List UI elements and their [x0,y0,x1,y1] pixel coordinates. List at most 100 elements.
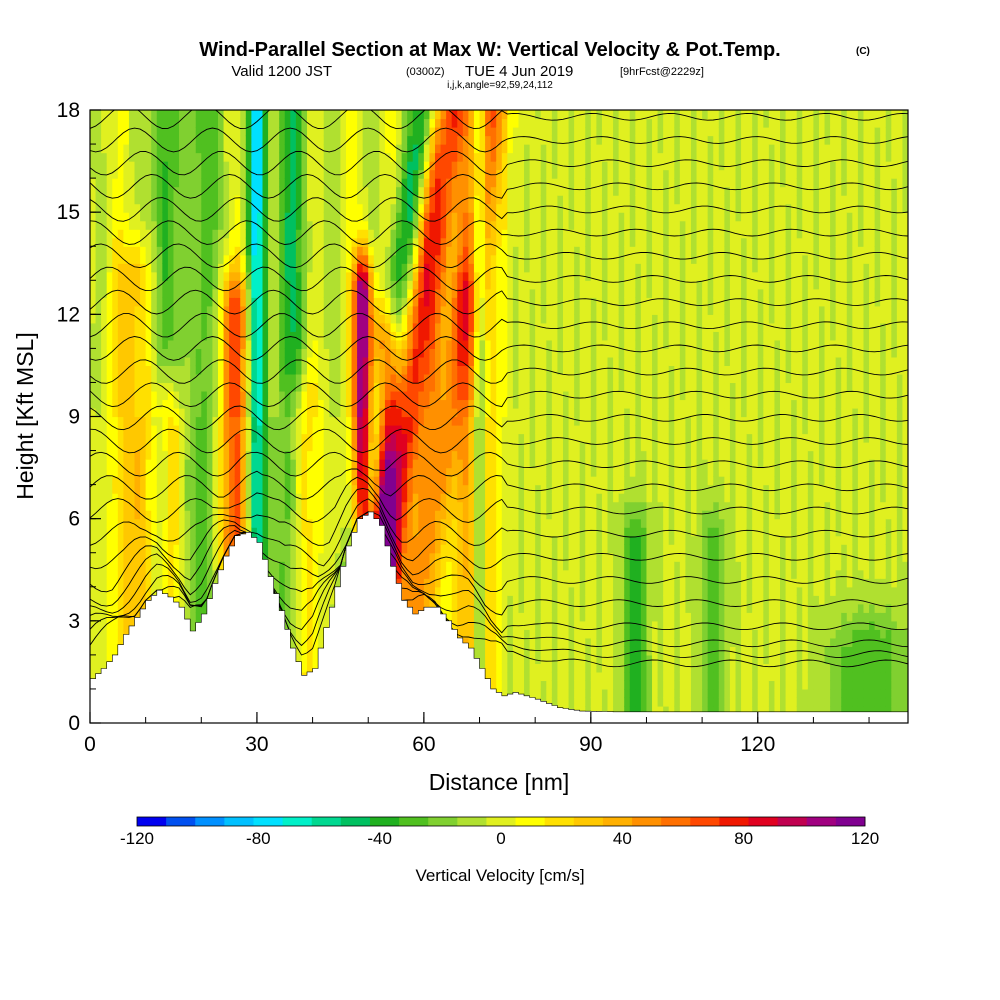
velocity-cell [195,544,202,554]
velocity-cell [140,246,147,256]
subtitle-date: TUE 4 Jun 2019 [465,63,573,80]
velocity-cell [156,271,163,281]
velocity-cell [423,220,431,230]
velocity-cell [245,271,252,281]
velocity-cell [362,459,369,469]
velocity-cell [173,220,180,230]
velocity-cell [156,144,163,154]
velocity-cell [173,178,180,188]
velocity-cell [112,152,119,162]
velocity-cell [284,459,291,469]
velocity-cell [151,246,158,256]
velocity-cell [295,169,303,179]
velocity-cell [334,578,341,588]
velocity-cell [457,459,464,469]
velocity-cell [179,356,186,367]
velocity-cell [373,459,380,469]
velocity-cell [396,144,403,154]
velocity-cell [329,493,336,503]
velocity-cell [234,212,241,222]
velocity-cell [390,297,397,307]
velocity-cell [128,578,136,588]
velocity-cell [128,459,136,469]
velocity-cell [295,220,303,230]
velocity-cell [195,288,202,298]
velocity-cell [351,314,358,324]
velocity-cell [457,407,464,418]
velocity-cell [184,169,191,179]
velocity-cell [245,246,252,256]
velocity-cell [412,161,419,171]
velocity-cell [90,263,97,273]
velocity-cell [184,195,191,205]
velocity-cell [351,195,358,205]
velocity-cell [134,322,141,332]
velocity-cell [140,356,147,367]
velocity-cell [301,629,308,639]
velocity-cell [418,229,425,239]
velocity-cell [351,518,358,528]
velocity-cell [234,339,241,349]
velocity-cell [273,331,280,341]
velocity-cell [140,603,147,613]
velocity-cell [268,110,275,120]
velocity-cell [407,425,414,435]
velocity-cell [123,552,130,562]
velocity-cell [334,314,341,324]
velocity-cell [123,467,130,477]
velocity-cell [229,271,236,281]
velocity-cell [440,561,447,571]
velocity-cell [262,552,269,562]
velocity-cell [279,144,286,154]
velocity-cell [173,459,180,469]
velocity-cell [128,297,136,307]
velocity-cell [134,425,141,435]
velocity-cell [401,586,408,596]
velocity-cell [396,169,403,179]
velocity-cell [223,271,230,281]
velocity-cell [307,365,314,375]
velocity-cell [240,331,247,341]
velocity-cell [179,425,186,435]
velocity-cell [134,339,141,349]
velocity-cell [268,339,275,349]
velocity-cell [429,561,436,571]
velocity-cell [217,212,225,222]
velocity-cell [468,552,475,562]
velocity-cell [167,339,175,349]
velocity-cell [162,425,169,435]
velocity-cell [262,399,269,409]
velocity-cell [156,356,163,367]
velocity-cell [145,110,152,120]
velocity-cell [362,493,369,503]
velocity-cell [106,629,113,639]
velocity-cell [451,484,458,494]
velocity-cell [295,254,303,264]
velocity-cell [318,569,325,579]
velocity-cell [290,195,297,205]
velocity-cell [212,569,219,579]
velocity-cell [407,442,414,452]
velocity-cell [345,118,353,128]
velocity-cell [357,118,364,128]
velocity-cell [290,246,297,256]
velocity-cell [190,442,197,452]
velocity-cell [284,544,291,554]
velocity-cell [117,263,124,273]
velocity-cell [140,186,147,196]
velocity-cell [407,135,414,145]
velocity-cell [106,476,113,486]
velocity-cell [362,314,369,324]
subtitle-valid: Valid 1200 JST [231,63,332,80]
velocity-cell [206,246,214,256]
velocity-cell [468,356,475,367]
velocity-cell [340,373,347,384]
velocity-cell [128,203,136,213]
velocity-cell [90,161,97,171]
velocity-cell [312,356,319,367]
velocity-cell [217,527,225,537]
velocity-cell [217,288,225,298]
velocity-cell [173,229,180,239]
velocity-cell [312,561,319,571]
velocity-cell [190,620,197,630]
